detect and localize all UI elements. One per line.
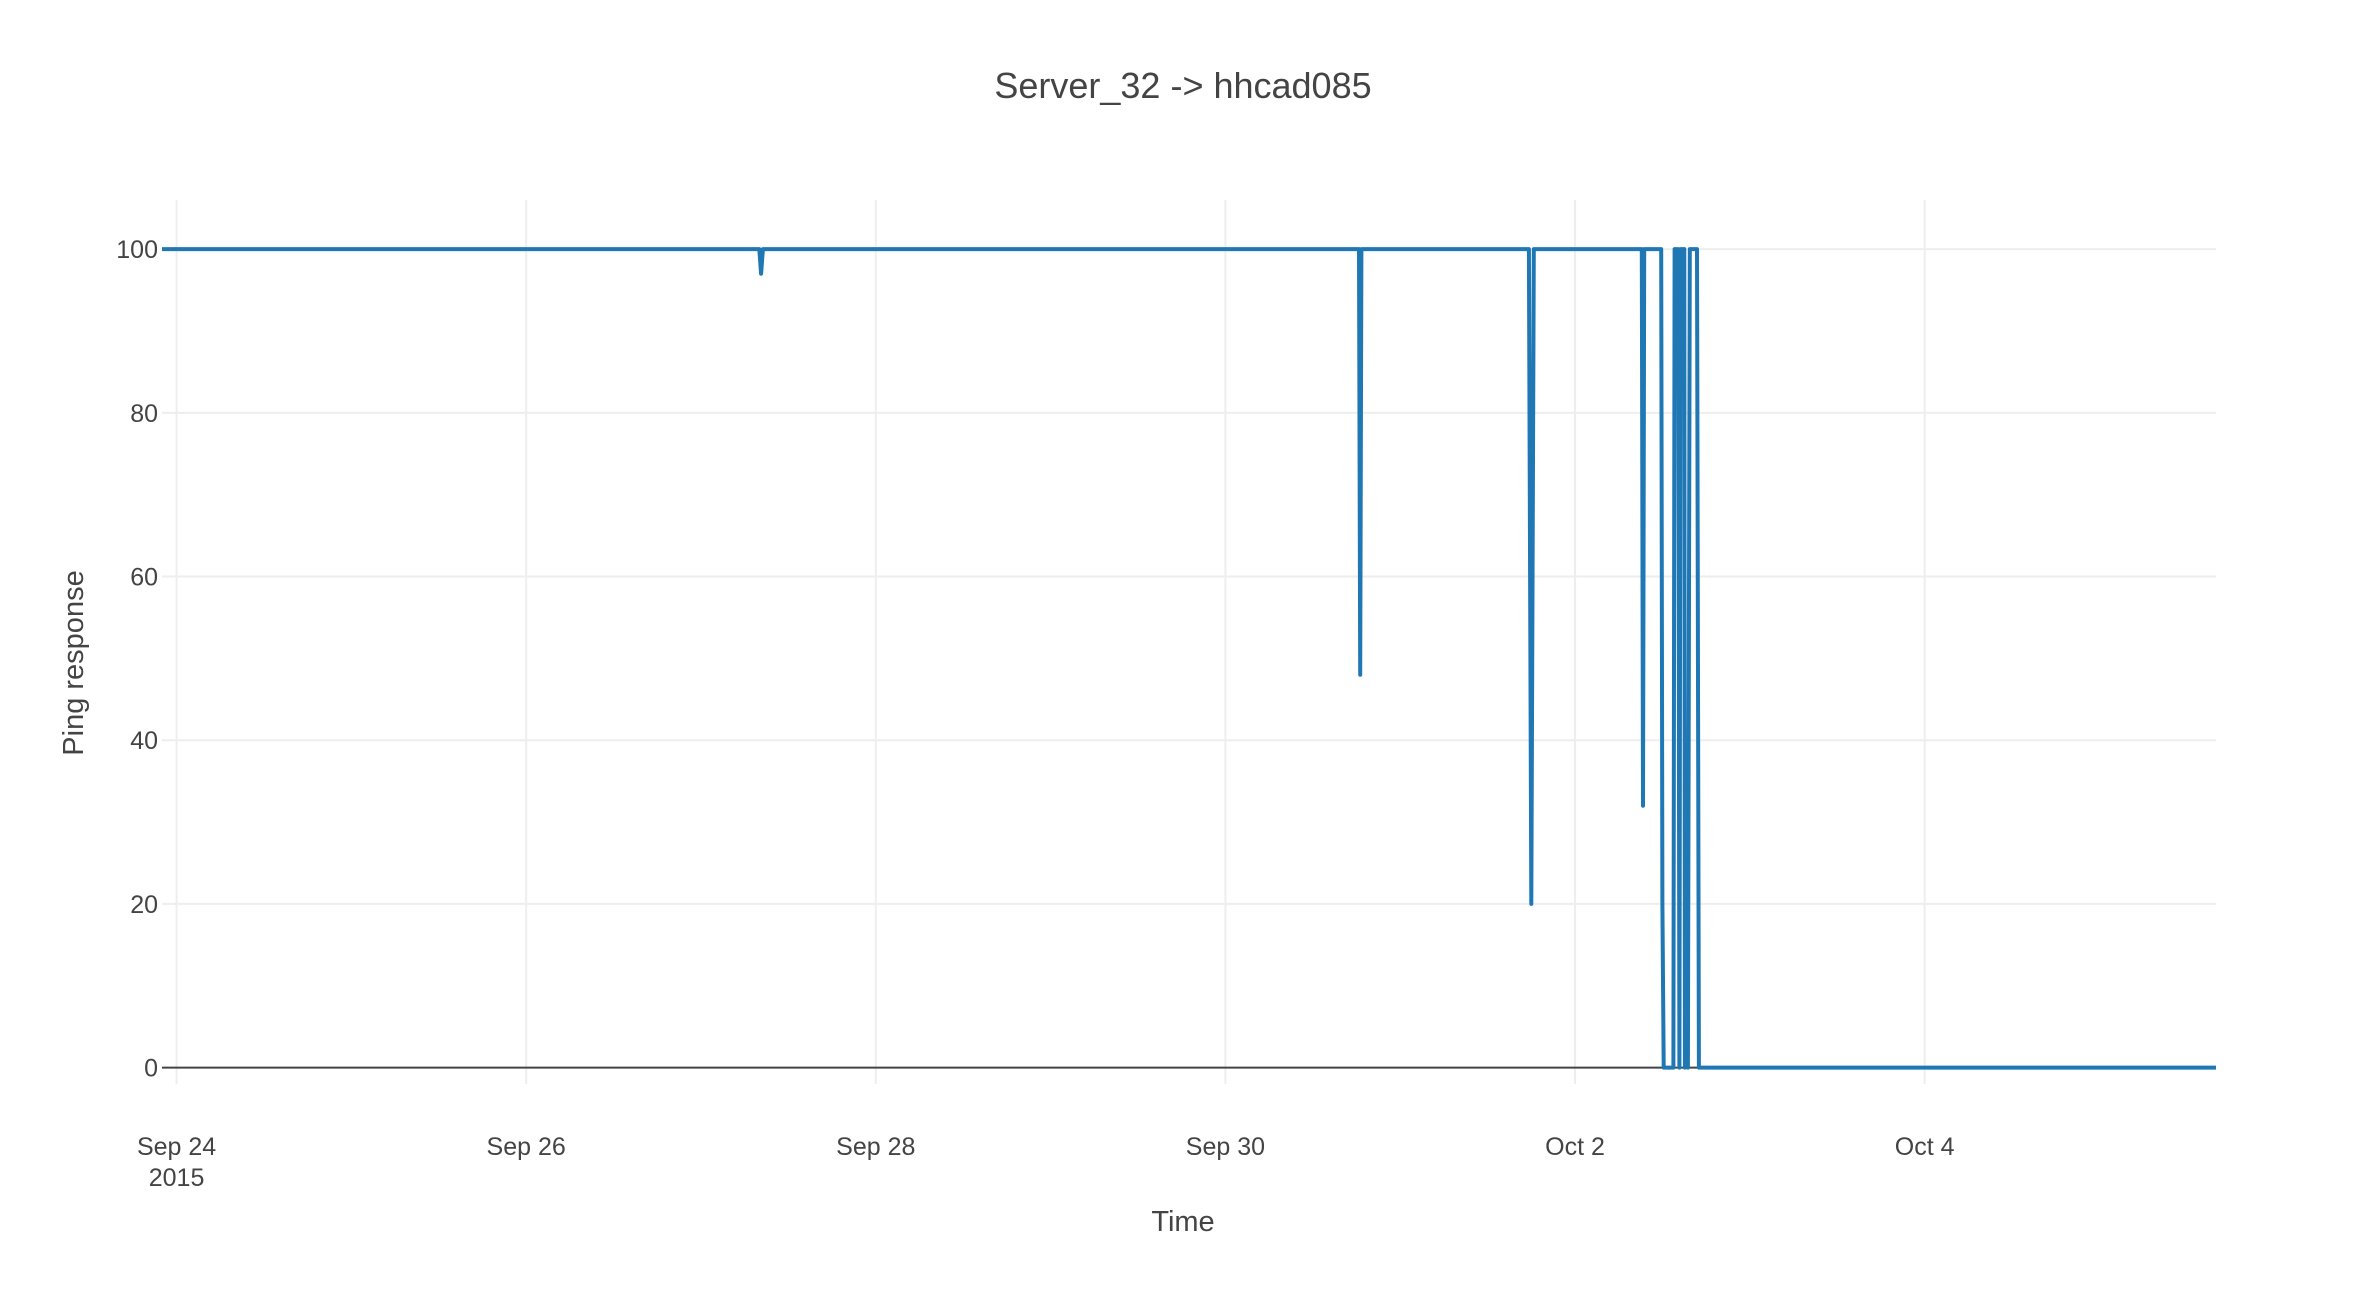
x-tick-label: Sep 26 xyxy=(487,1133,566,1161)
y-axis-title: Ping response xyxy=(58,570,90,755)
y-tick-label: 100 xyxy=(116,236,158,264)
y-tick-label: 0 xyxy=(144,1055,158,1083)
x-tick-label: Oct 2 xyxy=(1545,1133,1605,1161)
series-line xyxy=(162,247,2216,1070)
y-tick-label: 20 xyxy=(130,891,158,919)
axes: Sep 24 2015 Sep 26 Sep 28 Sep 30 Oct 2 Oct 4 0 2… xyxy=(116,236,2216,1192)
y-tick-label: 60 xyxy=(130,564,158,592)
gridlines xyxy=(162,200,2216,1084)
x-tick-label: Sep 28 xyxy=(836,1133,915,1161)
x-axis-title: Time xyxy=(1151,1206,1214,1238)
y-tick-label: 80 xyxy=(130,400,158,428)
x-tick-label: Sep 30 xyxy=(1186,1133,1265,1161)
x-tick-label: Sep 24 2015 xyxy=(137,1133,216,1192)
x-tick-label: Oct 4 xyxy=(1895,1133,1955,1161)
chart-title: Server_32 -> hhcad085 xyxy=(994,65,1371,106)
y-tick-label: 40 xyxy=(130,727,158,755)
series-layer xyxy=(162,247,2216,1070)
